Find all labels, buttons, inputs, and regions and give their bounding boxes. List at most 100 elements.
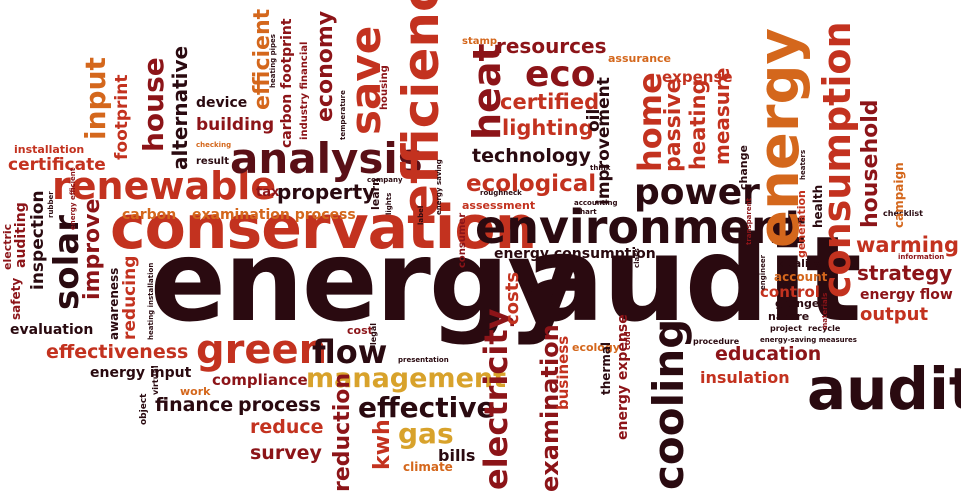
word-legal: legal bbox=[369, 322, 378, 345]
word-effective: effective bbox=[358, 391, 496, 424]
word-materials: materials bbox=[821, 292, 829, 330]
word-control: control bbox=[760, 283, 820, 301]
word-heaters: heaters bbox=[799, 149, 807, 180]
word-household: household bbox=[858, 99, 883, 228]
word-renewable: renewable bbox=[52, 164, 277, 208]
word-learn: learn bbox=[369, 178, 382, 210]
word-energy-saving: energy saving bbox=[435, 159, 443, 215]
word-costs: costs bbox=[502, 271, 523, 325]
word-object: object bbox=[139, 393, 149, 425]
word-lighting: lighting bbox=[502, 116, 594, 140]
word-campaign: campaign bbox=[892, 162, 906, 228]
word-energy-consumption: energy consumption bbox=[494, 246, 656, 262]
word-cold: cold bbox=[623, 331, 632, 350]
word-property: property bbox=[277, 180, 376, 204]
word-process: process bbox=[238, 394, 321, 416]
word-output: output bbox=[860, 304, 929, 325]
word-thermal: thermal bbox=[599, 341, 613, 395]
word-management: management bbox=[306, 363, 507, 394]
word-ecological: ecological bbox=[466, 171, 597, 197]
word-heating: heating bbox=[686, 79, 710, 170]
word-warming: warming bbox=[856, 233, 959, 257]
word-passive: passive bbox=[661, 78, 686, 172]
word-expense: expense bbox=[662, 68, 733, 86]
word-improvement: improvement bbox=[594, 77, 614, 205]
word-procedure: procedure bbox=[693, 337, 740, 346]
word-class: class bbox=[633, 248, 641, 268]
word-heating-pipes: heating pipes bbox=[269, 34, 277, 88]
word-virtual: virtual bbox=[151, 365, 160, 395]
word-solar: solar bbox=[47, 215, 87, 310]
word-housing: housing bbox=[379, 65, 390, 110]
word-insulation: insulation bbox=[700, 368, 790, 387]
word-analysis: analysis bbox=[230, 134, 423, 183]
word-industry-financial: industry financial bbox=[299, 41, 310, 140]
word-awareness: awareness bbox=[107, 267, 121, 340]
word-examination-process: examination process bbox=[192, 207, 356, 223]
word-flow: flow bbox=[312, 333, 388, 371]
word-ecology: ecology bbox=[572, 341, 620, 354]
word-business: business bbox=[554, 335, 572, 410]
word-assessment: assessment bbox=[462, 199, 536, 212]
word-consumption: consumption bbox=[815, 21, 859, 298]
word-heat: heat bbox=[465, 43, 509, 140]
word-temperature: temperature bbox=[339, 90, 347, 140]
word-company: company bbox=[367, 176, 403, 184]
word-measure: measure bbox=[710, 67, 734, 165]
word-roughneck: roughneck bbox=[480, 189, 522, 197]
word-lights: lights bbox=[385, 192, 393, 215]
word-result: result bbox=[196, 156, 229, 167]
word-conservation: conservation bbox=[110, 193, 537, 263]
word-carbon: carbon bbox=[122, 207, 177, 223]
word-education: education bbox=[715, 343, 822, 365]
word-installation: installation bbox=[14, 143, 85, 156]
word-cooling: cooling bbox=[644, 318, 693, 490]
word-eco: eco bbox=[525, 54, 596, 95]
word-energy-efficient: energy efficient bbox=[69, 167, 77, 230]
word-bills: bills bbox=[438, 446, 476, 465]
word-inspection: inspection bbox=[28, 190, 48, 290]
word-reduce: reduce bbox=[250, 416, 324, 438]
word-finance: finance bbox=[155, 394, 234, 416]
word-tax: tax bbox=[256, 185, 280, 200]
word-input: input bbox=[79, 57, 112, 140]
word-consumer: consumer bbox=[457, 212, 468, 268]
word-health: health bbox=[811, 184, 825, 228]
word-survey: survey bbox=[250, 442, 322, 464]
word-information: information bbox=[898, 253, 945, 261]
word-kwh: kwh bbox=[370, 419, 395, 470]
word-reducing: reducing bbox=[120, 255, 140, 340]
word-building: building bbox=[196, 115, 275, 135]
word-energy-saving-measures: energy-saving measures bbox=[760, 336, 857, 344]
word-transparent: transparent bbox=[745, 198, 753, 245]
word-evaluation: evaluation bbox=[10, 322, 94, 338]
word-project: project bbox=[770, 324, 802, 333]
word-auditing: auditing bbox=[13, 202, 29, 268]
word-environment: environment bbox=[475, 200, 806, 254]
word-footprint: footprint bbox=[112, 74, 132, 161]
word-presentation: presentation bbox=[398, 356, 449, 364]
word-house: house bbox=[137, 57, 170, 152]
word-cost: cost bbox=[347, 324, 373, 337]
word-climate: climate bbox=[403, 460, 453, 474]
word-resources: resources bbox=[496, 34, 607, 58]
word-heating-installation: heating installation bbox=[147, 262, 155, 340]
word-audit-right: audit bbox=[807, 355, 961, 423]
word-energy-main: energy bbox=[150, 217, 580, 347]
word-think: think bbox=[590, 164, 611, 172]
word-chart: chart bbox=[576, 208, 597, 216]
word-energy-flow: energy flow bbox=[860, 287, 953, 303]
word-strategy: strategy bbox=[857, 261, 953, 285]
word-work: work bbox=[180, 385, 211, 398]
word-generation: generation bbox=[795, 190, 808, 258]
word-technology: technology bbox=[472, 145, 591, 167]
word-grunge: grunge bbox=[775, 297, 820, 310]
word-audit-main: audit bbox=[525, 210, 862, 348]
word-green: green bbox=[196, 327, 328, 373]
word-electric: electric bbox=[1, 223, 14, 270]
word-checking: checking bbox=[196, 141, 232, 149]
word-account: account bbox=[774, 270, 828, 284]
word-effectiveness: effectiveness bbox=[46, 341, 189, 363]
word-carbon-footprint: carbon footprint bbox=[279, 18, 295, 148]
